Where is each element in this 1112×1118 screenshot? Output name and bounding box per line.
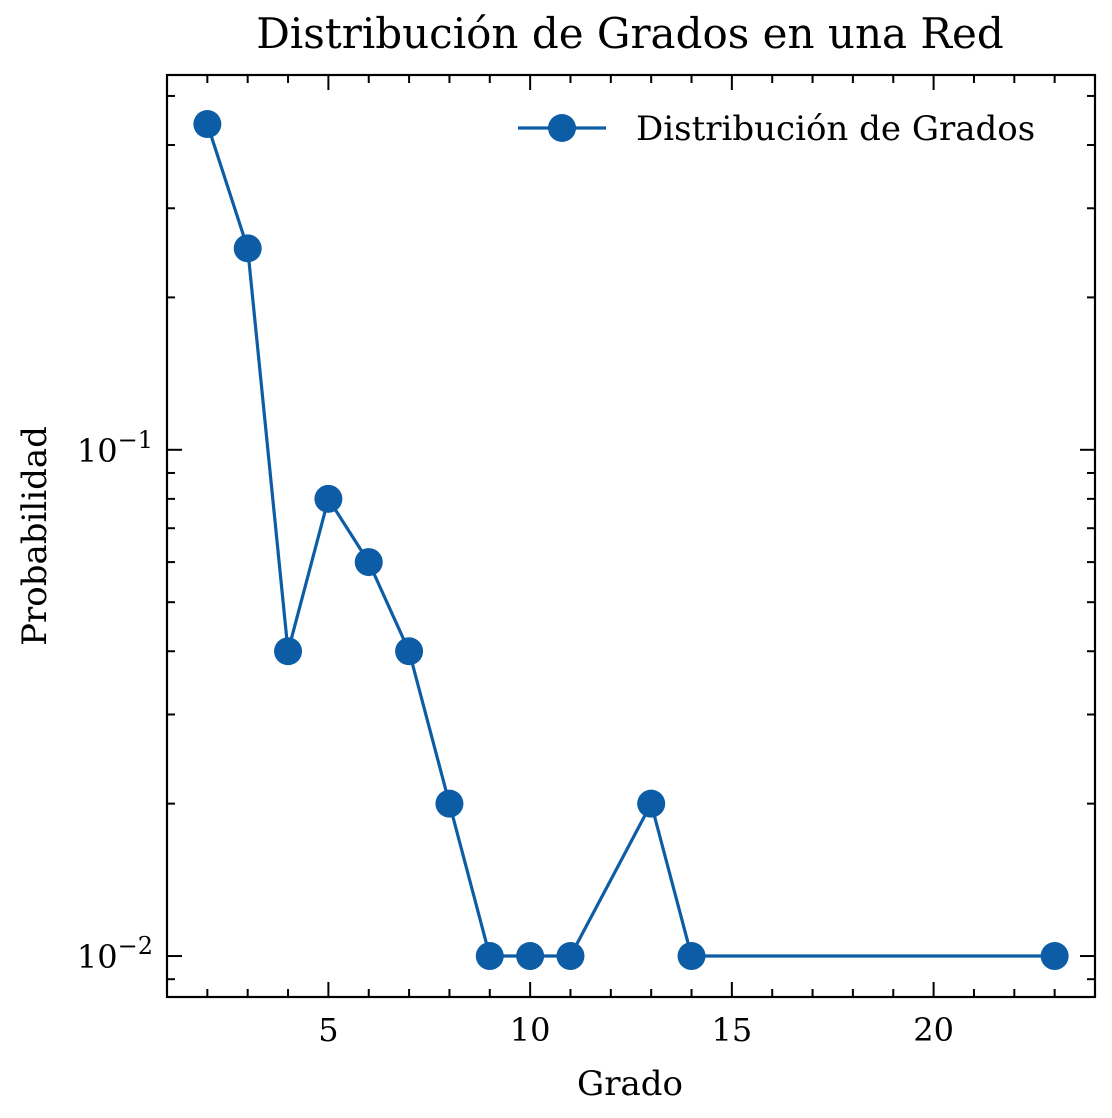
legend-label: Distribución de Grados: [636, 109, 1035, 149]
data-point: [354, 548, 383, 577]
series-line: [205, 123, 1055, 958]
data-point: [233, 234, 262, 263]
data-point: [637, 789, 666, 818]
minor-ticks: [166, 75, 1096, 997]
y-tick-label: 10−1: [77, 426, 153, 470]
y-axis-label: Probabilidad: [15, 426, 55, 646]
legend: Distribución de Grados: [518, 109, 1035, 149]
y-tick-label: 10−2: [77, 932, 153, 976]
data-point: [556, 942, 585, 971]
plot-frame: [165, 73, 1097, 999]
data-point: [435, 789, 464, 818]
series-layer: [193, 110, 1069, 971]
x-tick-label: 10: [510, 1011, 551, 1049]
data-point: [314, 484, 343, 513]
data-point: [395, 637, 424, 666]
x-axis-label: Grado: [577, 1064, 683, 1104]
data-point: [475, 942, 504, 971]
data-point: [274, 637, 303, 666]
x-tick-labels: 5 10 15 20: [318, 1011, 954, 1049]
x-tick-label: 20: [913, 1011, 954, 1049]
x-tick-label: 5: [318, 1011, 338, 1049]
data-point: [1040, 942, 1069, 971]
data-point: [193, 110, 222, 139]
x-tick-label: 15: [712, 1011, 753, 1049]
legend-marker-swatch: [548, 114, 576, 142]
data-point: [516, 942, 545, 971]
data-point: [677, 942, 706, 971]
major-ticks: [167, 75, 1095, 997]
y-tick-labels: 10−1 10−2: [77, 426, 153, 976]
chart-title: Distribución de Grados en una Red: [256, 9, 1004, 58]
